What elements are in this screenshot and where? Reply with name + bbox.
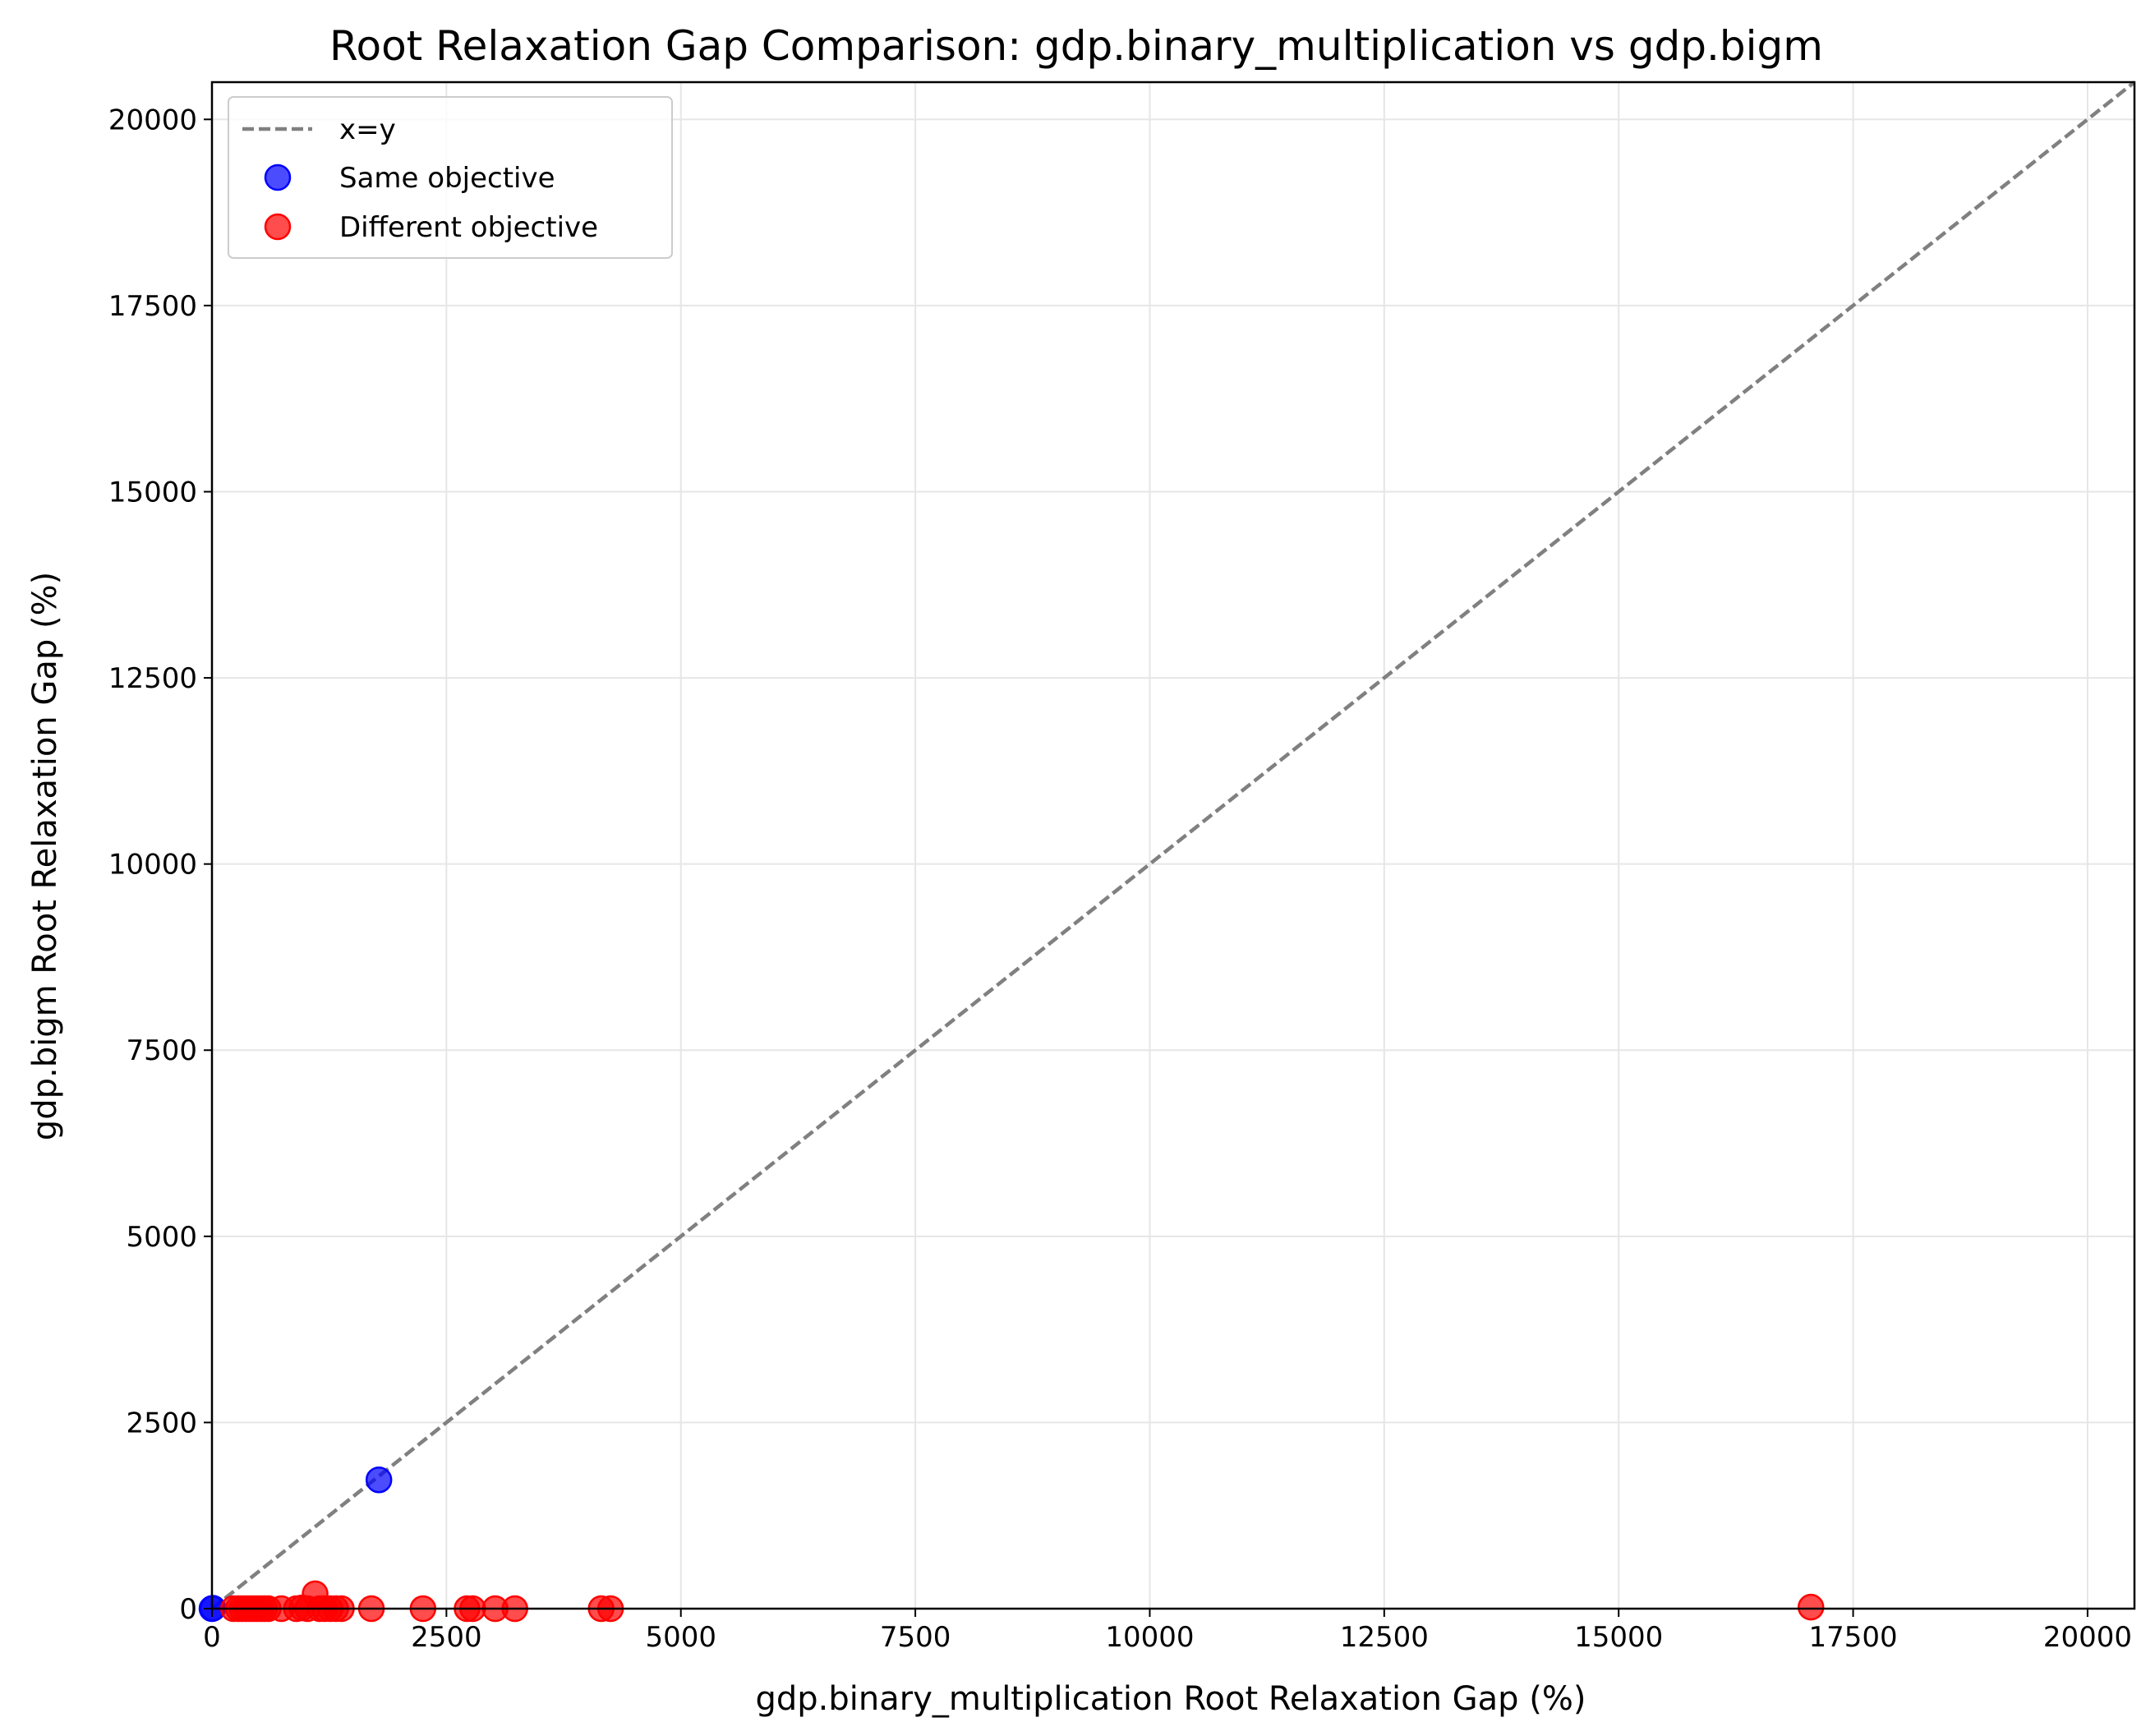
y-tick-label-5: 12500 bbox=[108, 662, 197, 695]
y-tick-label-7: 17500 bbox=[108, 290, 197, 323]
legend-box bbox=[228, 96, 673, 259]
grid-lines bbox=[211, 82, 2134, 1609]
legend-label-same-objective: Same objective bbox=[339, 162, 555, 195]
chart-title: Root Relaxation Gap Comparison: gdp.bina… bbox=[329, 22, 1823, 70]
reference-line-x-equals-y bbox=[210, 81, 2136, 1610]
x-tick-label-7: 17500 bbox=[1808, 1621, 1897, 1654]
legend-swatch-different-objective bbox=[264, 213, 292, 241]
y-tick-label-0: 0 bbox=[179, 1593, 197, 1626]
x-tick-label-5: 12500 bbox=[1340, 1621, 1429, 1654]
y-axis-label: gdp.bigm Root Relaxation Gap (%) bbox=[26, 572, 64, 1140]
legend-swatch-same-objective bbox=[264, 163, 292, 191]
y-tick-label-3: 7500 bbox=[126, 1034, 197, 1067]
x-tick-label-4: 10000 bbox=[1105, 1621, 1194, 1654]
reference-line-layer bbox=[210, 81, 2136, 1610]
x-tick-label-8: 20000 bbox=[2043, 1621, 2132, 1654]
legend: x=y Same objective Different objective bbox=[228, 96, 673, 259]
y-tick-label-2: 5000 bbox=[126, 1221, 197, 1254]
data-point-series-1-28 bbox=[1797, 1593, 1825, 1621]
x-axis-ticks: 0 2500 5000 7500 10000 12500 15000 17500 20000 bbox=[203, 1609, 2132, 1654]
plot-frame bbox=[210, 81, 2136, 1610]
y-tick-label-4: 10000 bbox=[108, 849, 197, 882]
legend-label-reference-line: x=y bbox=[339, 113, 396, 146]
x-tick-label-1: 2500 bbox=[411, 1621, 482, 1654]
y-tick-label-6: 15000 bbox=[108, 476, 197, 509]
y-tick-label-8: 20000 bbox=[108, 104, 197, 136]
x-tick-label-3: 7500 bbox=[880, 1621, 951, 1654]
x-axis-label: gdp.binary_multiplication Root Relaxatio… bbox=[756, 1680, 1586, 1718]
x-tick-label-0: 0 bbox=[203, 1621, 221, 1654]
legend-label-different-objective: Different objective bbox=[339, 211, 598, 244]
x-tick-label-2: 5000 bbox=[645, 1621, 716, 1654]
data-point-series-0-2 bbox=[365, 1466, 393, 1494]
y-axis-ticks: 0 2500 5000 7500 10000 12500 15000 17500 20000 bbox=[108, 104, 212, 1626]
y-tick-label-1: 2500 bbox=[126, 1407, 197, 1439]
x-tick-label-6: 15000 bbox=[1574, 1621, 1663, 1654]
